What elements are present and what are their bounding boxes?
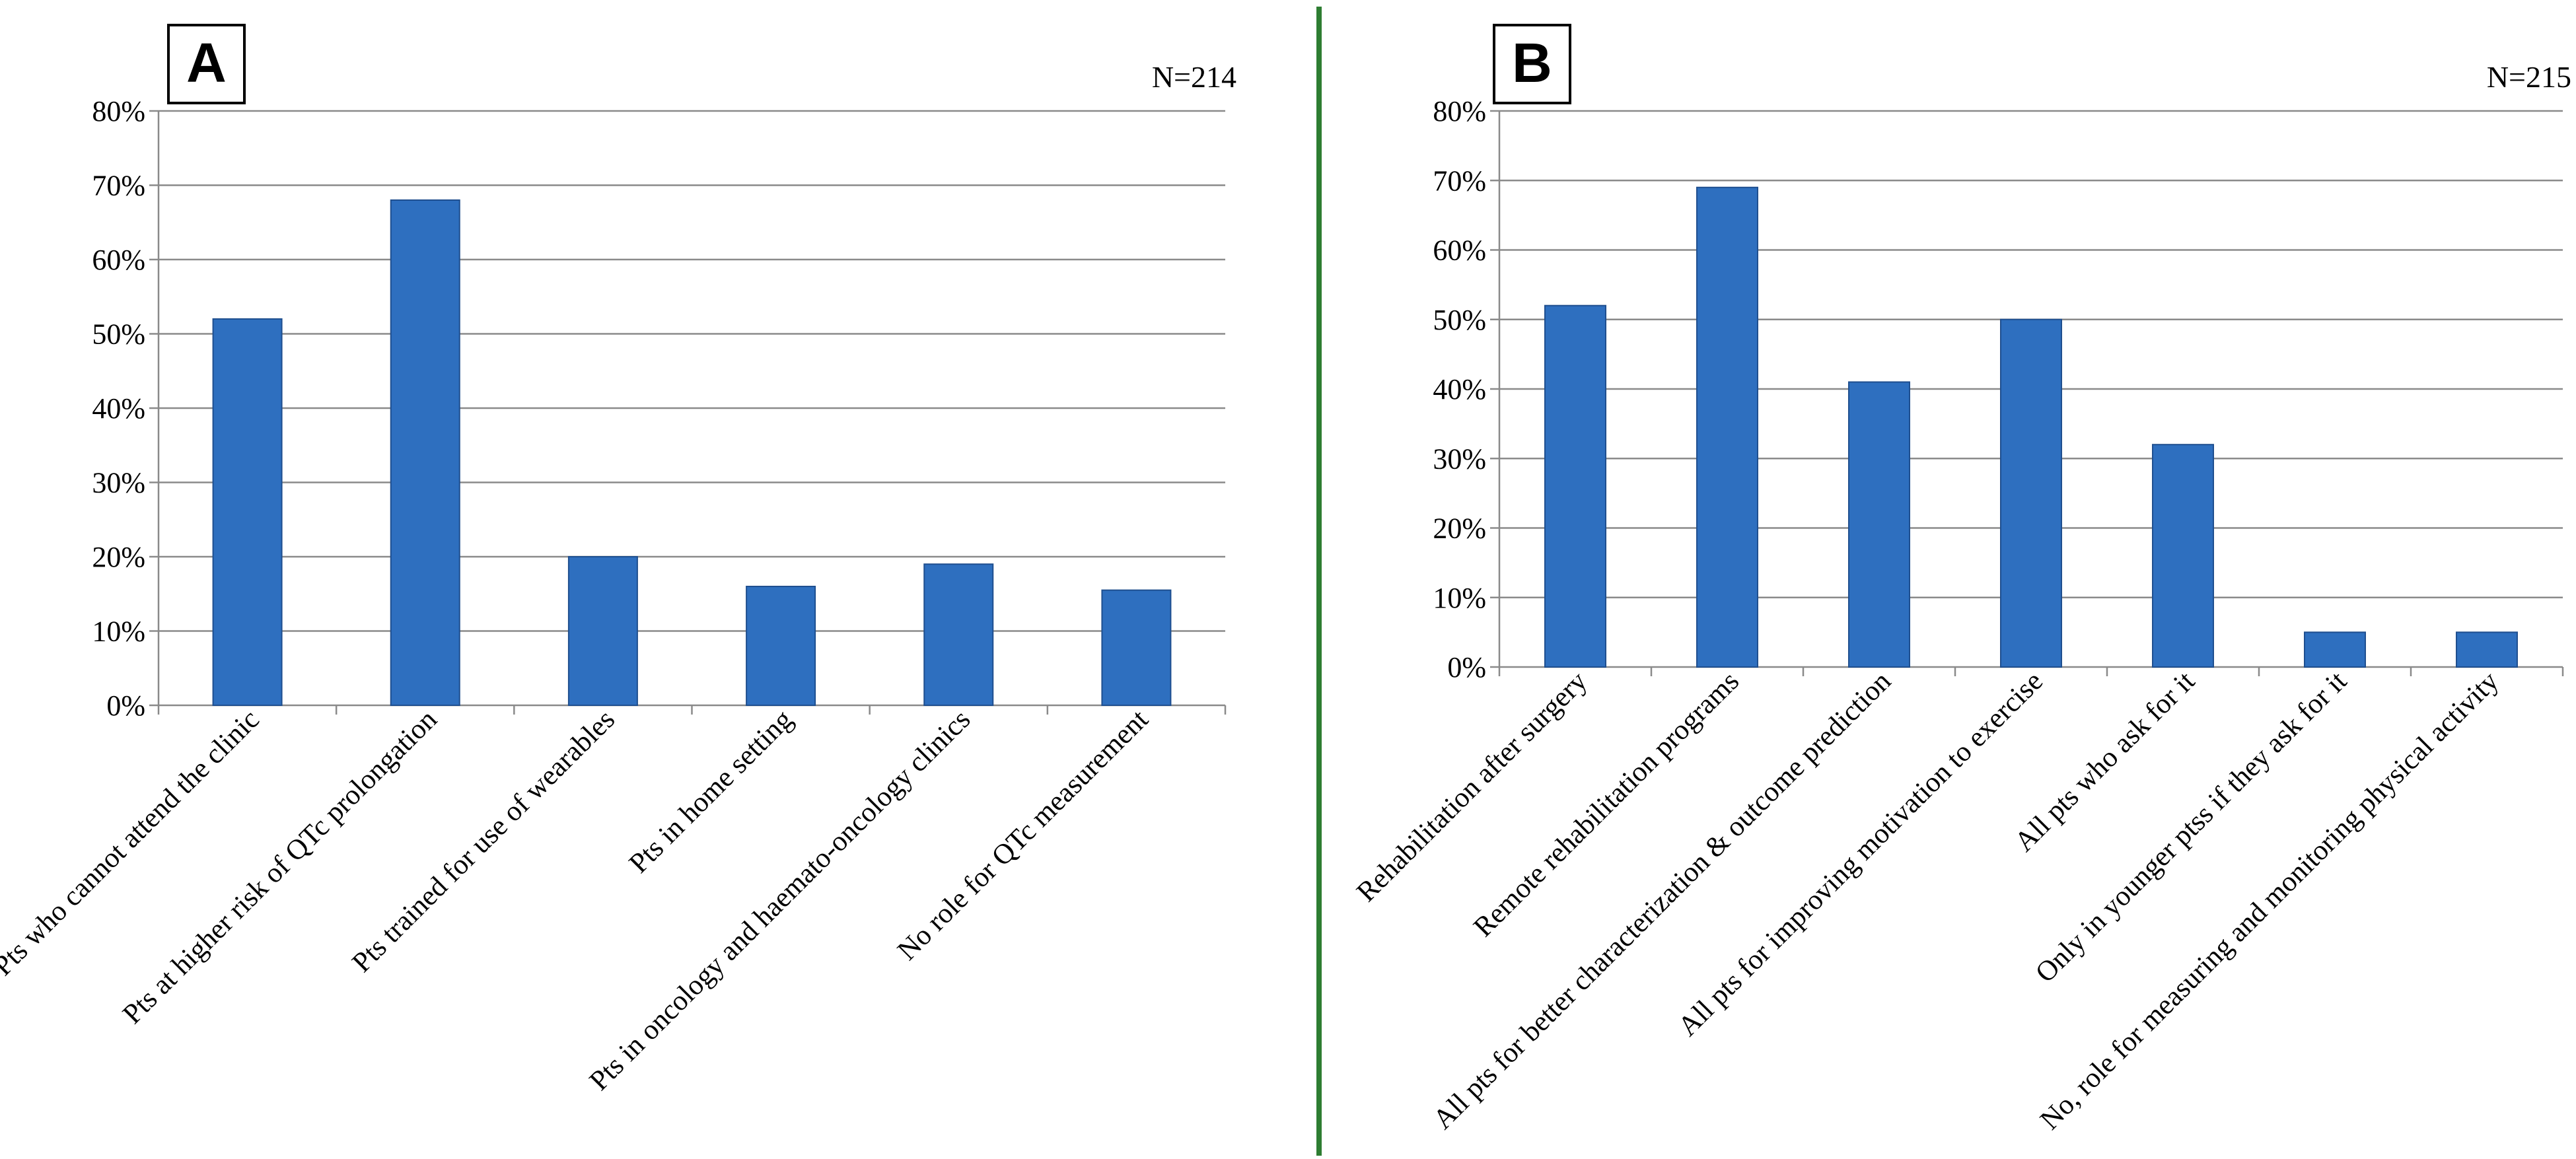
x-category-label: Pts in home setting bbox=[624, 704, 799, 880]
y-tick-label: 10% bbox=[92, 615, 145, 648]
y-tick-label: 10% bbox=[1433, 582, 1486, 614]
y-tick-label: 40% bbox=[92, 392, 145, 425]
y-tick-label: 80% bbox=[92, 95, 145, 127]
chart-panel-b: 0%10%20%30%40%50%60%70%80%Rehabilitation… bbox=[1351, 24, 2571, 1136]
sample-size-label: N=215 bbox=[2487, 60, 2571, 94]
y-tick-label: 0% bbox=[1447, 651, 1486, 684]
y-tick-label: 30% bbox=[92, 467, 145, 499]
y-tick-label: 70% bbox=[1433, 164, 1486, 197]
y-tick-label: 60% bbox=[1433, 234, 1486, 267]
panel-label: A bbox=[186, 32, 227, 94]
panel-label: B bbox=[1512, 32, 1552, 94]
x-category-label: Pts in oncology and haemato-oncology cli… bbox=[584, 704, 977, 1097]
y-tick-label: 50% bbox=[92, 318, 145, 351]
sample-size-label: N=214 bbox=[1152, 60, 1236, 94]
y-tick-label: 70% bbox=[92, 170, 145, 202]
bar bbox=[390, 199, 460, 706]
panel-divider bbox=[1316, 7, 1322, 1156]
y-tick-label: 60% bbox=[92, 244, 145, 276]
bar bbox=[1848, 381, 1910, 668]
bar bbox=[2456, 631, 2518, 668]
bar bbox=[212, 318, 283, 706]
x-category-label: Pts at higher risk of QTc prolongation bbox=[117, 704, 443, 1030]
y-tick-label: 40% bbox=[1433, 373, 1486, 405]
bar bbox=[1544, 304, 1606, 668]
bar bbox=[2000, 318, 2062, 668]
bar bbox=[746, 586, 816, 706]
bar bbox=[1101, 589, 1172, 706]
bar bbox=[1696, 186, 1758, 668]
y-tick-label: 30% bbox=[1433, 442, 1486, 475]
x-category-label: Only in younger ptss if they ask for it bbox=[2030, 666, 2353, 989]
x-category-label: Remote rehabilitation programs bbox=[1468, 666, 1745, 943]
y-tick-label: 0% bbox=[106, 689, 145, 722]
panel-label-box bbox=[1493, 24, 1571, 104]
y-tick-label: 20% bbox=[92, 541, 145, 573]
chart-panel-a: 0%10%20%30%40%50%60%70%80%Pts who cannot… bbox=[0, 24, 1236, 1097]
panel-label-box bbox=[167, 24, 246, 104]
y-tick-label: 80% bbox=[1433, 95, 1486, 127]
y-tick-label: 50% bbox=[1433, 304, 1486, 336]
bar bbox=[2304, 631, 2366, 668]
bar bbox=[567, 556, 638, 706]
bar bbox=[923, 563, 994, 706]
bar bbox=[2152, 444, 2214, 668]
y-tick-label: 20% bbox=[1433, 512, 1486, 545]
